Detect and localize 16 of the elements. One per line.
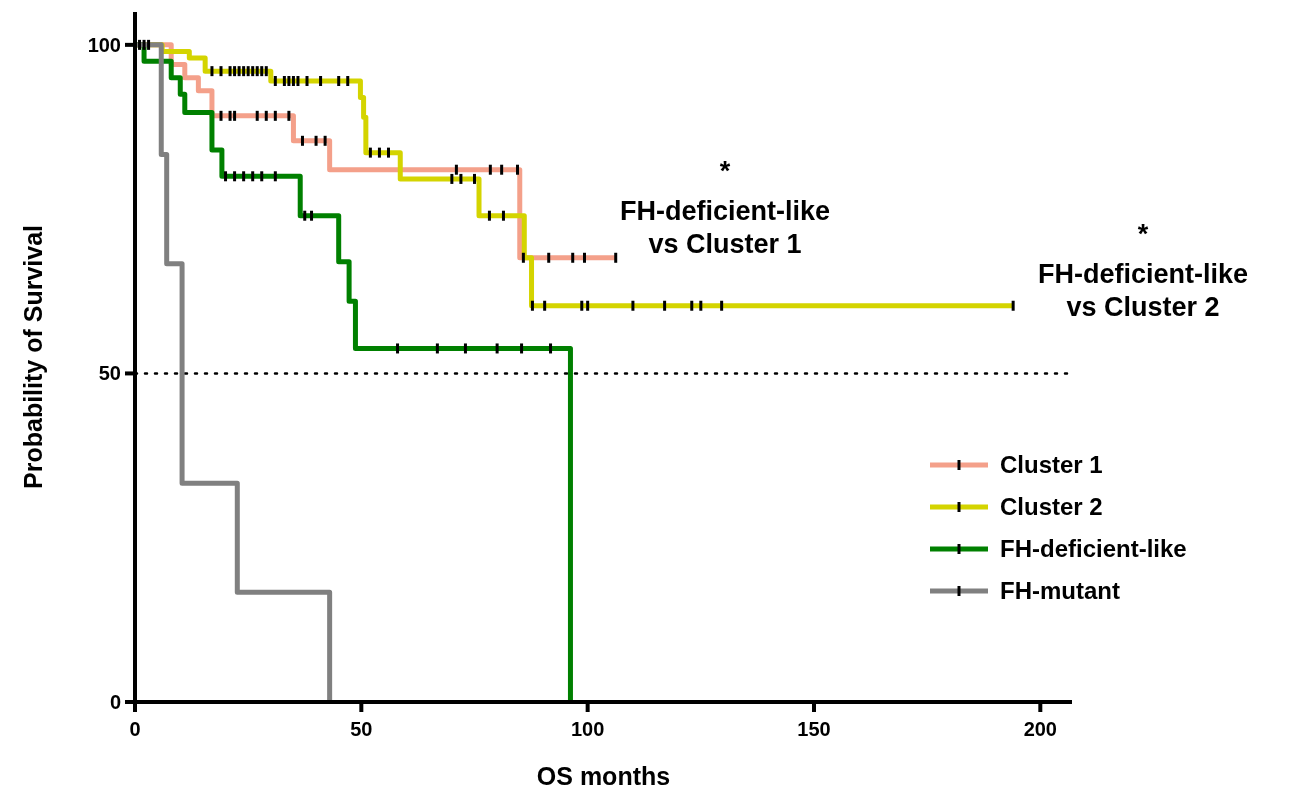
x-axis-title: OS months [536, 762, 671, 790]
legend-label: FH-mutant [1000, 577, 1120, 605]
y-axis-title: Probability of Survival [19, 225, 47, 489]
x-tick-label: 200 [1023, 718, 1057, 740]
y-tick-label: 50 [98, 362, 121, 385]
annotation: * FH-deficient-like vs Cluster 2 [1037, 219, 1249, 322]
y-tick-label: 100 [87, 33, 121, 56]
annotation: * FH-deficient-like vs Cluster 1 [619, 156, 831, 259]
legend-label: Cluster 1 [1000, 451, 1103, 479]
x-tick-label: 100 [570, 718, 605, 740]
x-tick-label: 0 [129, 718, 141, 740]
legend-label: FH-deficient-like [1000, 535, 1187, 563]
legend-label: Cluster 2 [1000, 493, 1103, 521]
x-tick-label: 50 [350, 718, 373, 740]
x-tick-label: 150 [797, 718, 831, 740]
y-tick-label: 0 [109, 691, 121, 713]
